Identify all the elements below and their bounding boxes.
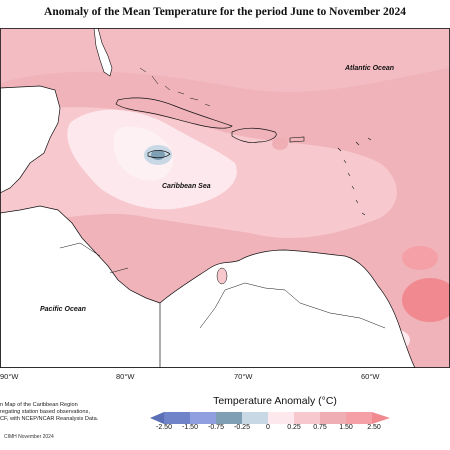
lesser-antilles <box>337 137 372 216</box>
puerto-rico-coast <box>289 136 305 143</box>
anomaly-zone-1-50-a <box>272 138 288 150</box>
map-title: Anomaly of the Mean Temperature for the … <box>44 6 406 18</box>
anomaly-zone-1-50-b <box>402 246 438 270</box>
longitude-label-70w: 70°W <box>234 372 253 381</box>
legend-colorbar <box>150 412 390 424</box>
legend-tick: -2.50 <box>156 424 172 431</box>
caribbean-sea-label: Caribbean Sea <box>162 183 211 190</box>
yucatan-land <box>0 85 61 194</box>
legend-swatch-pos-0-25 <box>294 412 320 424</box>
legend-tick: -0.75 <box>208 424 224 431</box>
footer-note-line-3: CF, with NCEP/NCAR Reanalysis Data. <box>0 416 99 422</box>
legend-swatch-neg-1-50 <box>164 412 190 424</box>
cuba-coast <box>115 97 233 129</box>
anomaly-zone-near-zero <box>113 126 174 181</box>
legend-tick: 0.25 <box>287 424 301 431</box>
pacific-ocean-label: Pacific Ocean <box>40 306 86 313</box>
footer-credit: CIMH November 2024 <box>4 434 54 440</box>
country-borders <box>59 242 386 329</box>
anomaly-zone-neg-0-75 <box>151 150 165 160</box>
legend-tick: 0 <box>266 424 270 431</box>
anomaly-zone-2-50 <box>402 278 450 322</box>
legend-swatch-neg-0-75 <box>190 412 216 424</box>
legend-swatch-neg-2-50 <box>150 412 164 424</box>
florida-land <box>93 28 113 77</box>
longitude-label-80w: 80°W <box>116 372 135 381</box>
atlantic-ocean-label: Atlantic Ocean <box>344 65 394 72</box>
legend-swatch-neg-0-25 <box>216 412 242 424</box>
legend-swatch-pos-0-75 <box>320 412 346 424</box>
footer-note-line-2: regating station based observations, <box>0 409 90 415</box>
legend-tick: 0.75 <box>313 424 327 431</box>
legend-tick: 1.50 <box>339 424 353 431</box>
legend-swatch-pos-2-50 <box>372 412 390 424</box>
legend-title: Temperature Anomaly (°C) <box>213 395 337 407</box>
bahamas-islands <box>139 67 211 107</box>
anomaly-map: Atlantic Ocean Caribbean Sea Pacific Oce… <box>0 28 450 368</box>
jamaica-coast <box>147 150 171 159</box>
footer-note-line-1: n Map of the Caribbean Region <box>0 402 78 408</box>
legend-tick: -0.25 <box>234 424 250 431</box>
footer-note: n Map of the Caribbean Region regating s… <box>0 402 118 423</box>
map-canvas: Atlantic Ocean Caribbean Sea Pacific Oce… <box>0 28 450 368</box>
legend-swatch-zero-neg <box>242 412 268 424</box>
anomaly-zone-upper <box>0 28 450 93</box>
legend-swatch-pos-1-50 <box>346 412 372 424</box>
legend-tick: -1.50 <box>182 424 198 431</box>
legend-tick: 2.50 <box>367 424 381 431</box>
longitude-label-90w: 90°W <box>0 372 19 381</box>
hispaniola-coast <box>231 127 277 143</box>
longitude-label-60w: 60°W <box>361 372 380 381</box>
lake-maracaibo <box>216 267 228 285</box>
legend-swatch-zero-pos <box>268 412 294 424</box>
